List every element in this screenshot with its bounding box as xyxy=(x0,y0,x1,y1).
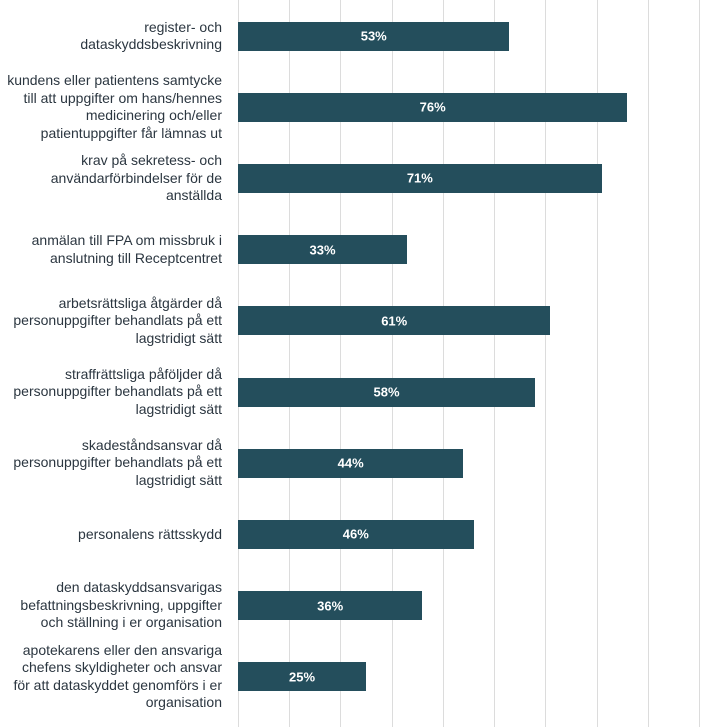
bar xyxy=(238,21,510,51)
grid-line xyxy=(596,0,598,727)
value-label: 36% xyxy=(317,598,344,614)
grid-line xyxy=(647,0,649,727)
bar xyxy=(238,163,602,193)
bar xyxy=(238,591,423,621)
grid-line xyxy=(238,0,239,727)
grid-line xyxy=(699,0,700,727)
bar xyxy=(238,519,474,549)
category-label: register- och dataskyddsbeskrivning xyxy=(80,18,222,53)
value-label: 76% xyxy=(419,99,446,115)
bar xyxy=(238,662,367,692)
category-label: arbetsrättsliga åtgärder då personuppgif… xyxy=(13,294,222,346)
category-label: skadeståndsansvar då personuppgifter beh… xyxy=(13,436,222,488)
value-label: 61% xyxy=(381,313,408,329)
category-label: anmälan till FPA om missbruk i anslutnin… xyxy=(31,232,222,266)
category-label: apotekarens eller den ansvariga chefens … xyxy=(13,641,222,711)
category-label: straffrättsliga påföljder då personuppgi… xyxy=(13,365,222,417)
category-label: krav på sekretess- och användarförbindel… xyxy=(50,152,222,204)
bar xyxy=(238,377,536,407)
value-label: 25% xyxy=(289,669,316,685)
bar xyxy=(238,235,408,265)
value-label: 46% xyxy=(342,526,369,542)
value-label: 44% xyxy=(337,455,364,471)
category-label: kundens eller patientens samtycke till a… xyxy=(7,72,222,141)
grid-line xyxy=(340,0,342,727)
category-label: personalens rättsskydd xyxy=(78,525,222,542)
bar xyxy=(238,306,551,336)
value-label: 58% xyxy=(373,384,400,400)
bar xyxy=(238,92,628,122)
grid-line xyxy=(391,0,393,727)
value-label: 71% xyxy=(406,170,433,186)
grid-line xyxy=(545,0,547,727)
grid-line xyxy=(494,0,496,727)
bar xyxy=(238,448,464,478)
category-label: den dataskyddsansvarigas befattningsbesk… xyxy=(20,579,222,631)
value-label: 33% xyxy=(309,242,336,258)
grid-line xyxy=(289,0,291,727)
grid-line xyxy=(442,0,444,727)
value-label: 53% xyxy=(360,28,387,44)
